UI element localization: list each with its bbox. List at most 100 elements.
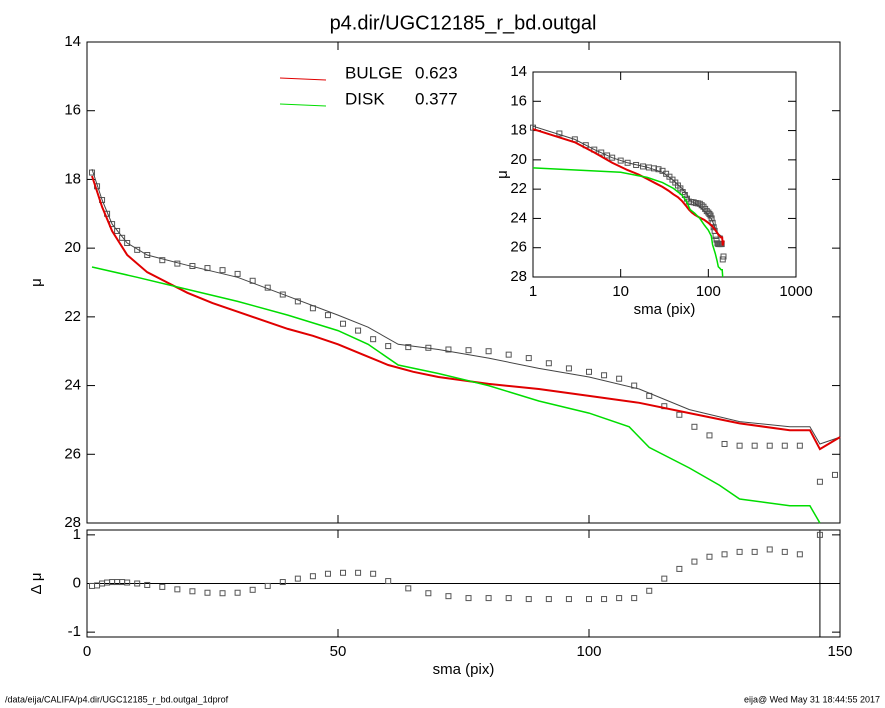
data-point (706, 432, 713, 439)
y-tick-label: 22 (64, 308, 81, 325)
data-point (144, 252, 151, 259)
data-point (617, 157, 624, 164)
data-point (485, 348, 492, 355)
x-tick-label: 100 (576, 643, 601, 660)
y-axis-label: Δ μ (28, 572, 45, 594)
y-tick-label: 24 (64, 377, 81, 394)
data-point (340, 320, 347, 327)
residual-point (465, 595, 472, 602)
data-point (525, 355, 532, 362)
y-tick-label: 24 (510, 209, 527, 226)
y-tick-label: -1 (68, 623, 81, 640)
residual-point (616, 595, 623, 602)
residual-point (485, 595, 492, 602)
footer-left: /data/eija/CALIFA/p4.dir/UGC12185_r_bd.o… (5, 694, 229, 704)
data-point (134, 246, 141, 253)
data-point (445, 346, 452, 353)
data-point (751, 442, 758, 449)
residual-point (661, 575, 668, 582)
data-point (736, 442, 743, 449)
residual-point (586, 596, 592, 603)
y-axis-label: μ (494, 170, 511, 179)
data-point (565, 365, 572, 372)
residual-point (676, 565, 683, 572)
data-point (655, 166, 662, 173)
data-point (405, 344, 412, 351)
data-point (124, 239, 131, 246)
residual-point (309, 573, 316, 580)
x-tick-label: 10 (612, 283, 629, 300)
residual-point (385, 578, 392, 585)
x-tick-label: 1 (529, 283, 537, 300)
residual-point (324, 570, 331, 577)
x-axis-label: sma (pix) (634, 301, 696, 318)
footer-right: eija@ Wed May 31 18:44:55 2017 (744, 694, 880, 704)
residual-point (159, 583, 166, 590)
legend-swatch (279, 77, 327, 81)
residual-point (104, 579, 111, 586)
y-tick-label: 22 (510, 180, 527, 197)
y-tick-label: 20 (510, 151, 527, 168)
y-tick-label: 18 (510, 122, 527, 139)
residual-point (505, 595, 512, 602)
residual-point (691, 558, 698, 565)
data-point (465, 347, 472, 354)
legend-fraction: 0.377 (415, 89, 458, 108)
data-point (119, 234, 126, 241)
residual-point (249, 586, 256, 593)
residual-point (174, 586, 181, 593)
chart-title: p4.dir/UGC12185_r_bd.outgal (330, 12, 597, 34)
data-point (586, 368, 592, 375)
y-tick-label: 18 (64, 170, 81, 187)
residual-point (134, 580, 141, 587)
data-point (505, 351, 512, 358)
y-tick-label: 1 (73, 526, 81, 543)
residual-point (601, 596, 608, 603)
residual-point (445, 593, 452, 600)
residual-point (189, 588, 196, 595)
residual-point (525, 596, 532, 603)
residual-point (631, 595, 638, 602)
legend-fraction: 0.623 (415, 63, 458, 82)
y-tick-label: 26 (510, 239, 527, 256)
residual-point (545, 596, 552, 603)
data-point (609, 154, 616, 161)
residual-point (736, 548, 743, 555)
legend-label: BULGE (345, 63, 403, 82)
data-point (676, 411, 683, 418)
residual-point (706, 553, 713, 560)
residual-point (781, 548, 788, 555)
residual-point (264, 582, 271, 589)
residual-point (721, 551, 728, 558)
x-tick-label: 0 (83, 643, 91, 660)
y-tick-label: 14 (64, 33, 81, 50)
data-point (355, 327, 362, 334)
residual-point (816, 531, 823, 538)
residual-point (234, 589, 241, 596)
model-line (532, 128, 725, 246)
residual-point (751, 548, 758, 555)
model-line (91, 266, 821, 524)
residual-point (144, 581, 151, 588)
residual-point (796, 551, 803, 558)
residual-point (646, 587, 653, 594)
y-tick-label: 0 (73, 574, 81, 591)
data-point (721, 440, 728, 447)
data-point (766, 442, 773, 449)
y-axis-label: μ (28, 278, 45, 287)
residual-point (294, 575, 301, 582)
residual-point (219, 590, 226, 597)
x-tick-label: 50 (330, 643, 347, 660)
data-point (279, 291, 286, 298)
model-line (91, 175, 841, 451)
data-point (234, 270, 241, 277)
data-point (159, 257, 166, 264)
residual-point (355, 569, 362, 576)
data-point (616, 375, 623, 382)
legend-swatch (279, 103, 327, 107)
data-point (598, 149, 605, 156)
x-axis-label: sma (pix) (433, 661, 495, 678)
residual-point (340, 569, 347, 576)
y-tick-label: 28 (64, 514, 81, 531)
